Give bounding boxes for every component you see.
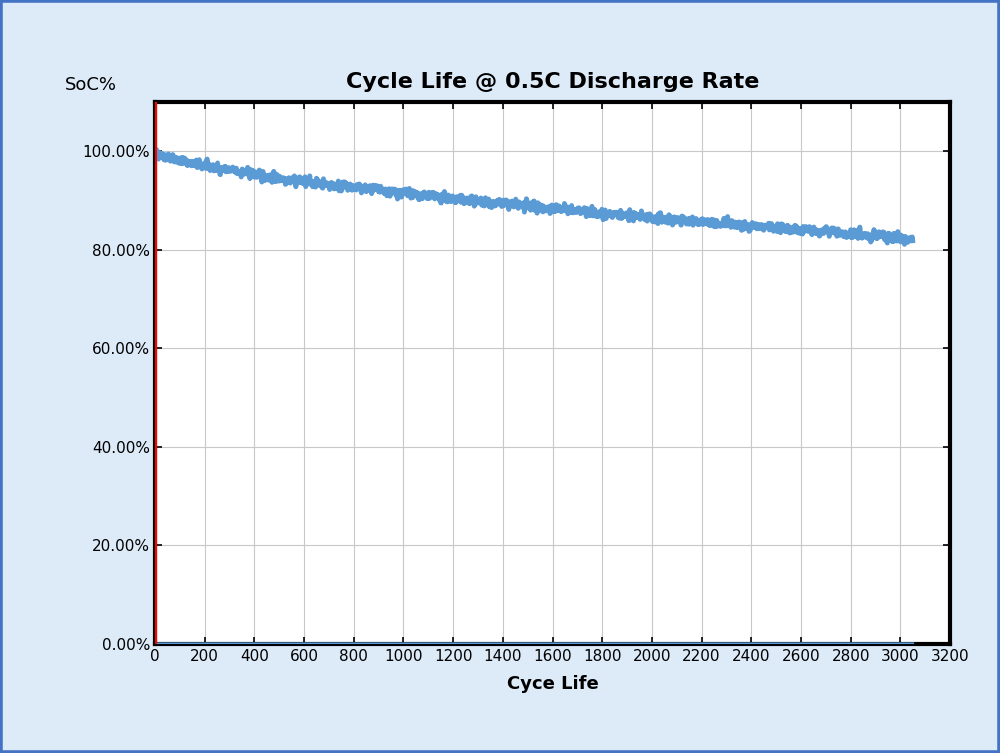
Title: Cycle Life @ 0.5C Discharge Rate: Cycle Life @ 0.5C Discharge Rate xyxy=(346,72,759,92)
Text: SoC%: SoC% xyxy=(65,76,117,94)
X-axis label: Cyce Life: Cyce Life xyxy=(507,675,598,693)
